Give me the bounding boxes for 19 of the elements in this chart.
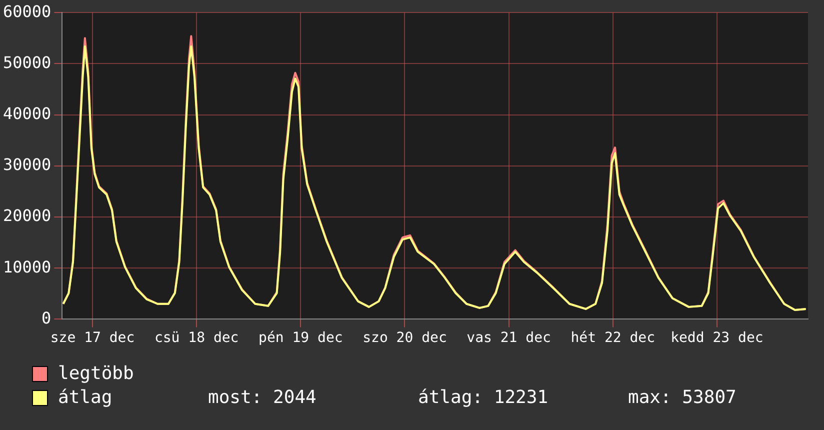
x-tick-label: hét 22 dec xyxy=(570,330,656,346)
x-tick-label: csü 18 dec xyxy=(154,330,239,346)
legend-label: átlag xyxy=(58,386,114,410)
x-tick-label: pén 19 dec xyxy=(258,330,343,346)
text: most: 2044 xyxy=(208,386,318,410)
y-tick-label: 40000 xyxy=(2,104,52,123)
legend-label: legtöbb xyxy=(58,362,135,386)
y-tick-label: 50000 xyxy=(2,52,52,72)
x-tick-label: vas 21 dec xyxy=(466,330,551,346)
x-tick-label: kedd 23 dec xyxy=(670,330,764,346)
text: max: 53807 xyxy=(628,386,738,410)
text: átlag: 12231 xyxy=(418,386,550,410)
y-tick-label: 60000 xyxy=(2,2,52,21)
x-tick-label: sze 17 dec xyxy=(50,330,135,346)
y-tick-label: 20000 xyxy=(2,206,52,226)
y-tick-label: 30000 xyxy=(2,155,52,174)
y-tick-label: 0 xyxy=(42,308,52,328)
x-tick-label: szo 20 dec xyxy=(362,330,447,346)
y-tick-label: 10000 xyxy=(2,257,52,276)
